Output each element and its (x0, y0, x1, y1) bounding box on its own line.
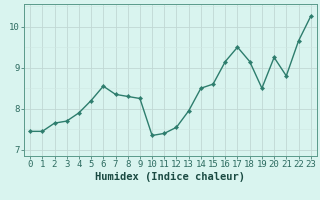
X-axis label: Humidex (Indice chaleur): Humidex (Indice chaleur) (95, 172, 245, 182)
